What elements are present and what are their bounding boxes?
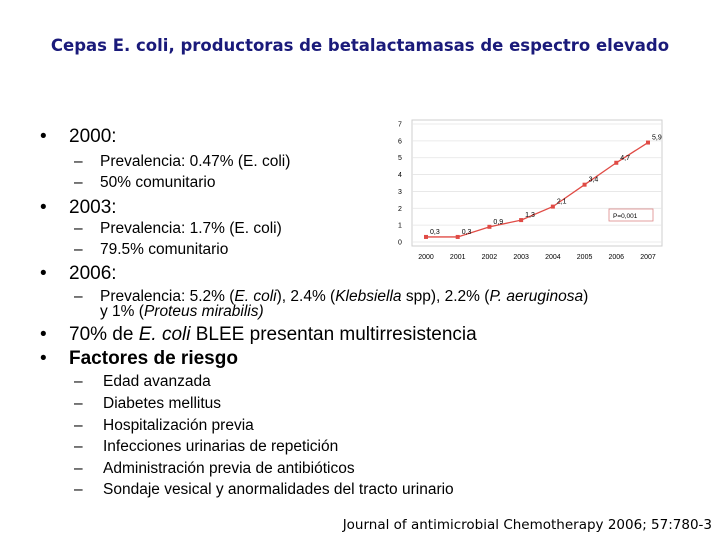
dash: – bbox=[74, 460, 83, 477]
text-part: ) bbox=[583, 288, 589, 305]
text-part: BLEE presentan multirresistencia bbox=[190, 324, 477, 345]
series-line bbox=[426, 141, 649, 238]
species-klebsiella: Klebsiella bbox=[335, 288, 402, 305]
text-part: 70% de bbox=[69, 324, 139, 345]
year-2006: 2006 bbox=[69, 263, 112, 284]
dash: – bbox=[74, 288, 83, 305]
y-tick-label: 3 bbox=[398, 189, 402, 196]
dash: – bbox=[74, 241, 83, 258]
x-tick-label: 2004 bbox=[545, 254, 561, 261]
data-point bbox=[550, 204, 555, 209]
data-label: 2,1 bbox=[557, 199, 567, 206]
text-part: Prevalencia: 5.2% ( bbox=[100, 288, 235, 305]
text-part: spp), 2.2% ( bbox=[401, 288, 490, 305]
species-ecoli: E. coli bbox=[234, 288, 277, 305]
y-tick-label: 6 bbox=[398, 138, 402, 145]
bullet-dot: • bbox=[40, 197, 47, 218]
y-tick-label: 7 bbox=[398, 122, 402, 129]
dash: – bbox=[74, 395, 83, 412]
y-tick-label: 0 bbox=[398, 240, 402, 247]
citation: Journal of antimicrobial Chemotherapy 20… bbox=[342, 517, 712, 533]
sub-text: Prevalencia: 1.7% (E. coli) bbox=[100, 220, 282, 237]
x-tick-label: 2001 bbox=[450, 254, 466, 261]
colon: : bbox=[111, 197, 117, 218]
data-label: 5,9 bbox=[652, 135, 662, 142]
factor-text: Diabetes mellitus bbox=[103, 395, 222, 412]
dash: – bbox=[74, 174, 83, 191]
factor-text: Edad avanzada bbox=[103, 373, 211, 390]
factor-text: Infecciones urinarias de repetición bbox=[103, 438, 339, 455]
factor-text: Hospitalización previa bbox=[103, 417, 254, 434]
x-tick-labels: 2000 2001 2002 2003 2004 2005 2006 2007 bbox=[418, 254, 656, 261]
data-point bbox=[582, 182, 587, 187]
colon: : bbox=[111, 126, 117, 147]
dash: – bbox=[74, 220, 83, 237]
dash: – bbox=[74, 373, 83, 390]
y-tick-label: 1 bbox=[398, 223, 402, 230]
x-tick-label: 2007 bbox=[640, 254, 656, 261]
gridlines bbox=[412, 123, 662, 243]
factor-text: Sondaje vesical y anormalidades del trac… bbox=[103, 481, 454, 498]
sub-text-2006-b: y 1% (Proteus mirabilis) bbox=[100, 303, 264, 321]
data-label: 4,7 bbox=[620, 155, 630, 162]
year-2003: 2003 bbox=[69, 197, 112, 218]
x-tick-label: 2005 bbox=[577, 254, 593, 261]
y-tick-label: 2 bbox=[398, 206, 402, 213]
dash: – bbox=[74, 481, 83, 498]
data-point bbox=[455, 234, 460, 239]
text-part: y 1% ( bbox=[100, 303, 144, 320]
y-tick-labels: 0 1 2 3 4 5 6 7 bbox=[398, 122, 402, 247]
data-label: 0,3 bbox=[462, 229, 472, 236]
species-proteus: Proteus mirabilis) bbox=[143, 303, 264, 320]
bullet-dot: • bbox=[40, 324, 47, 345]
x-tick-label: 2000 bbox=[418, 254, 434, 261]
factor-text: Administración previa de antibióticos bbox=[103, 460, 355, 477]
pvalue-box bbox=[608, 208, 654, 222]
data-label: 0,9 bbox=[493, 219, 503, 226]
data-point bbox=[519, 218, 524, 223]
data-point bbox=[646, 140, 650, 145]
x-tick-label: 2003 bbox=[513, 254, 529, 261]
data-label: 0,3 bbox=[430, 229, 440, 236]
bullet-dot: • bbox=[40, 348, 47, 369]
sub-text: Prevalencia: 0.47% (E. coli) bbox=[100, 153, 291, 170]
species-ecoli: E. coli bbox=[138, 324, 191, 345]
series-polyline bbox=[426, 141, 649, 238]
data-label: 1,3 bbox=[525, 212, 535, 219]
y-tick-label: 4 bbox=[398, 172, 402, 179]
data-label: 3,4 bbox=[589, 177, 599, 184]
sub-text: 79.5% comunitario bbox=[100, 241, 229, 258]
data-labels: 0,3 0,3 0,9 1,3 2,1 3,4 4,7 5,9 bbox=[430, 135, 662, 236]
bullet-dot: • bbox=[40, 126, 47, 147]
slide-title: Cepas E. coli, productoras de betalactam… bbox=[50, 36, 670, 55]
species-paeruginosa: P. aeruginosa bbox=[489, 288, 584, 305]
pvalue-annotation: P=0,001 bbox=[613, 213, 638, 220]
plot-area bbox=[411, 119, 663, 247]
sub-text: 50% comunitario bbox=[100, 174, 216, 191]
x-tick-label: 2006 bbox=[608, 254, 624, 261]
data-points bbox=[424, 140, 650, 239]
dash: – bbox=[74, 417, 83, 434]
year-2000: 2000 bbox=[69, 126, 112, 147]
x-tick-label: 2002 bbox=[482, 254, 498, 261]
factores-heading: Factores de riesgo bbox=[69, 348, 238, 369]
sub-text-2006-a: Prevalencia: 5.2% (E. coli), 2.4% (Klebs… bbox=[100, 288, 588, 306]
colon: : bbox=[111, 263, 117, 284]
data-point bbox=[487, 224, 492, 229]
y-tick-label: 5 bbox=[398, 155, 402, 162]
text-part: ), 2.4% ( bbox=[276, 288, 336, 305]
data-point bbox=[424, 234, 428, 239]
dash: – bbox=[74, 153, 83, 170]
bullet-dot: • bbox=[40, 263, 47, 284]
data-point bbox=[614, 160, 619, 165]
dash: – bbox=[74, 438, 83, 455]
